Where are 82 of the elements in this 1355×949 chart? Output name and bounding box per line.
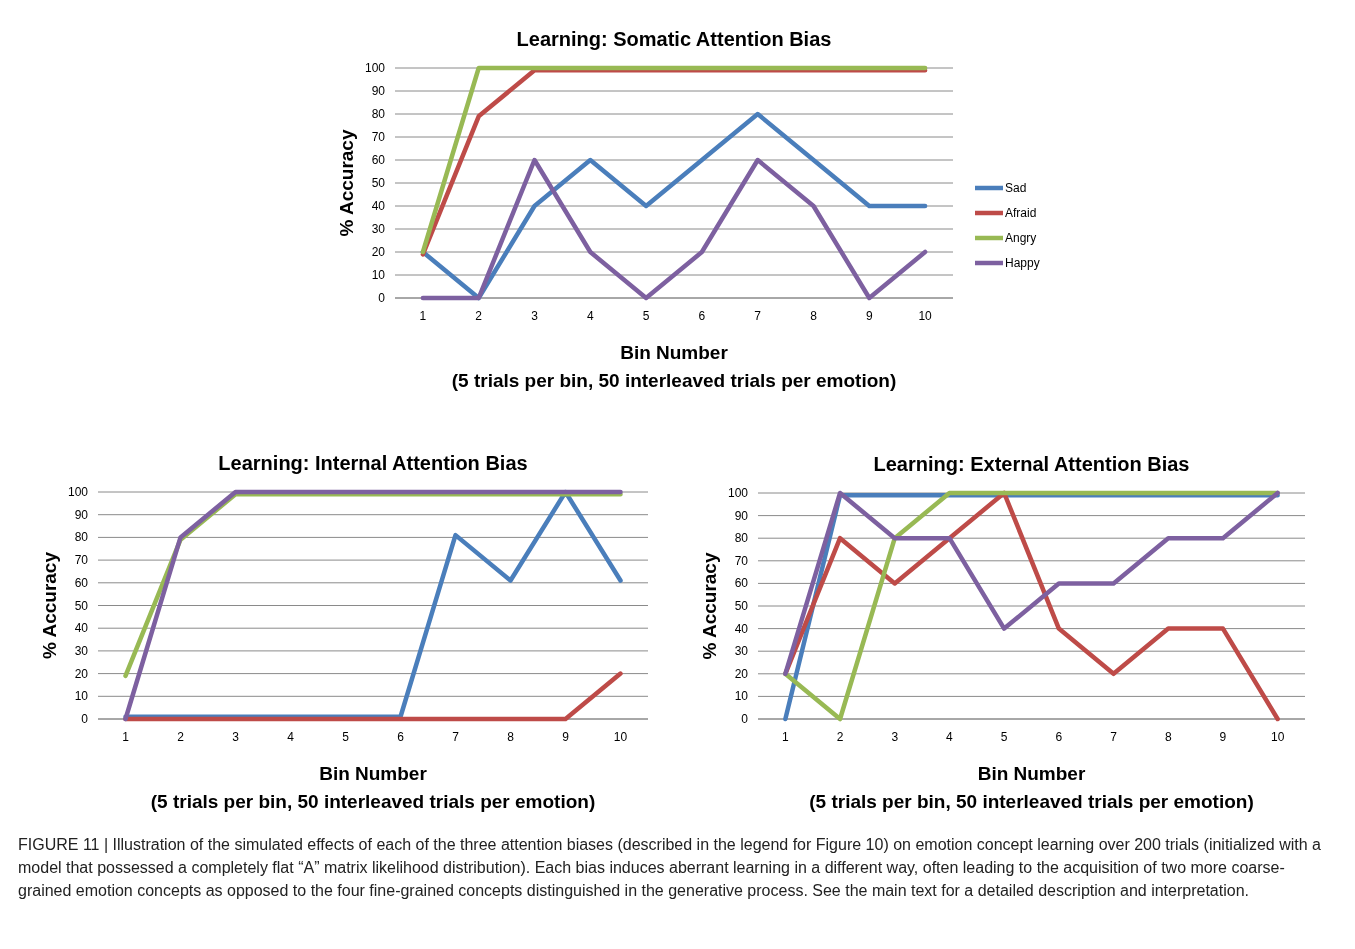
y-tick-label: 30: [74, 643, 89, 658]
x-tick-label: 10: [918, 309, 933, 323]
x-tick-label: 8: [1164, 730, 1172, 744]
y-tick-label: 70: [74, 553, 89, 568]
x-tick-label: 2: [177, 730, 185, 744]
x-tick-label: 6: [397, 730, 405, 744]
y-tick-label: 100: [364, 61, 386, 75]
y-tick-label: 0: [81, 712, 89, 726]
chart-title: Learning: Somatic Attention Bias: [516, 28, 832, 50]
y-tick-label: 100: [67, 485, 89, 499]
y-tick-label: 70: [371, 130, 386, 144]
x-tick-label: 3: [891, 730, 899, 744]
line-series: [783, 490, 1280, 677]
y-tick-label: 80: [371, 107, 386, 121]
y-tick-label: 20: [74, 666, 89, 681]
x-tick-label: 6: [1055, 730, 1063, 744]
text: (5 trials per bin, 50 interleaved trials per emotion): [809, 791, 1254, 812]
legend-label: Afraid: [1005, 206, 1037, 220]
y-tick-label: 90: [74, 507, 89, 522]
x-axis-title: Bin Number: [620, 342, 729, 363]
x-tick-label: 6: [698, 309, 706, 323]
legend-label: Sad: [1005, 181, 1027, 195]
y-tick-label: 90: [371, 84, 386, 98]
y-tick-label: 50: [371, 176, 386, 190]
y-tick-label: 100: [727, 486, 749, 500]
y-tick-label: 70: [734, 553, 749, 568]
y-tick-label: 40: [734, 621, 749, 636]
x-tick-label: 8: [507, 730, 515, 744]
x-axis-title: Bin Number: [319, 763, 428, 784]
x-tick-label: 1: [782, 730, 790, 744]
y-tick-label: 90: [734, 508, 749, 523]
x-tick-label: 9: [865, 309, 873, 323]
legend-label: Happy: [1005, 256, 1040, 270]
y-axis-title: % Accuracy: [39, 551, 60, 660]
x-axis-title: Bin Number: [977, 763, 1086, 784]
chart-title: Learning: External Attention Bias: [873, 453, 1190, 475]
x-tick-label: 1: [122, 730, 130, 744]
y-tick-label: 10: [74, 689, 89, 704]
y-tick-label: 20: [734, 666, 749, 681]
y-tick-label: 10: [734, 689, 749, 704]
x-tick-label: 4: [946, 730, 954, 744]
caption: FIGURE 11 | Illustration of the simulated effects of each of the three attention biases (described in the legend for Figure 10) on emotion concept learning over 200 trials (initialized with a model that possessed a completely flat “A” matrix likelihood distribution). Each bias induces aberrant learning in a different way, often leading to the acquisition of two more coarse-grained emotion concepts as opposed to the four fine-grained concepts distinguished in the generative process. See the main text for a detailed description and interpretation.: [18, 835, 1322, 901]
text: (5 trials per bin, 50 interleaved trials per emotion): [150, 791, 596, 812]
y-tick-label: 40: [371, 199, 386, 213]
x-tick-label: 2: [475, 309, 483, 323]
x-tick-label: 1: [419, 309, 427, 323]
x-tick-label: 3: [531, 309, 539, 323]
x-tick-label: 9: [1219, 730, 1227, 744]
y-tick-label: 30: [371, 222, 386, 236]
x-tick-label: 7: [452, 730, 460, 744]
text: (5 trials per bin, 50 interleaved trials per emotion): [451, 370, 897, 391]
chart-title: Learning: Internal Attention Bias: [218, 452, 528, 474]
legend-label: Angry: [1005, 231, 1037, 245]
x-tick-label: 9: [562, 730, 570, 744]
x-tick-label: 5: [642, 309, 650, 323]
x-tick-label: 4: [287, 730, 295, 744]
y-tick-label: 50: [74, 598, 89, 613]
x-tick-label: 7: [1110, 730, 1118, 744]
x-tick-label: 7: [754, 309, 762, 323]
x-tick-label: 8: [810, 309, 818, 323]
y-tick-label: 50: [734, 599, 749, 613]
y-tick-label: 60: [371, 153, 386, 167]
y-tick-label: 10: [371, 268, 386, 282]
x-tick-label: 3: [232, 730, 240, 744]
x-tick-label: 4: [586, 309, 594, 323]
x-tick-label: 5: [1000, 730, 1008, 744]
y-tick-label: 40: [74, 621, 89, 636]
x-tick-label: 5: [342, 730, 350, 744]
x-tick-label: 10: [1270, 730, 1285, 744]
y-tick-label: 30: [734, 644, 749, 659]
y-tick-label: 80: [74, 530, 89, 545]
y-tick-label: 20: [371, 245, 386, 259]
y-axis-title: % Accuracy: [336, 129, 357, 237]
y-tick-label: 60: [734, 576, 749, 591]
line-series: [420, 157, 928, 301]
y-tick-label: 0: [378, 291, 386, 305]
y-tick-label: 0: [741, 712, 749, 726]
y-tick-label: 60: [74, 575, 89, 590]
x-tick-label: 2: [836, 730, 844, 744]
y-tick-label: 80: [734, 531, 749, 546]
y-axis-title: % Accuracy: [699, 552, 720, 660]
x-tick-label: 10: [613, 730, 628, 744]
